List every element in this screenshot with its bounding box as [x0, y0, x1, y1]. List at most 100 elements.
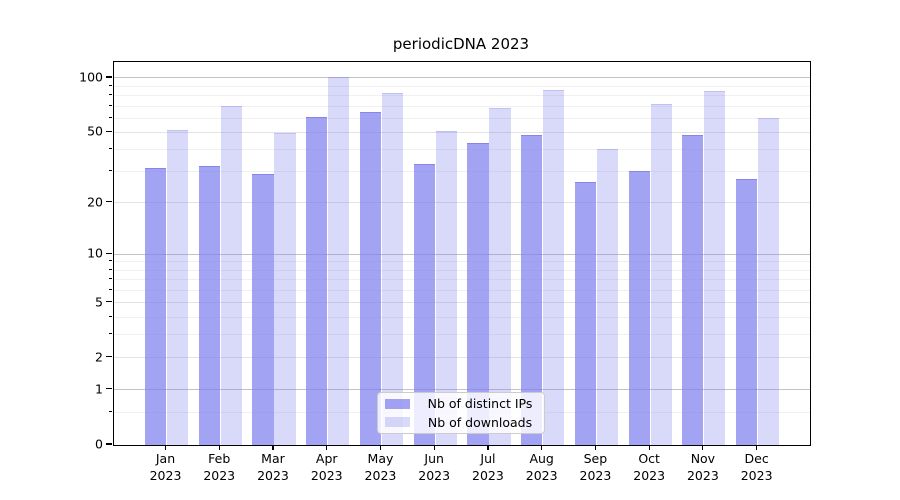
y-axis-minor-tick: [108, 170, 112, 172]
legend-item-downloads: Nb of downloads: [385, 415, 536, 431]
y-tick-label: 1: [95, 381, 103, 397]
y-tick-label: 2: [95, 349, 103, 365]
x-tick-label: Jan 2023: [149, 451, 182, 483]
bar-distinct-ips-jun-2023: [413, 163, 435, 445]
y-axis-minor-tick: [108, 84, 112, 86]
bar-distinct-ips-nov-2023: [682, 134, 704, 445]
x-axis-tick: [594, 445, 596, 450]
x-tick-label: Mar 2023: [257, 451, 289, 483]
gridline-minor: [114, 269, 810, 271]
bar-downloads-feb-2023: [220, 106, 242, 445]
x-axis-tick: [702, 445, 704, 450]
y-axis-minor-tick: [108, 94, 112, 96]
x-axis-tick: [756, 445, 758, 450]
y-axis-tick: [106, 356, 112, 358]
gridline-power-of-ten: [114, 77, 810, 79]
bar-downloads-may-2023: [381, 92, 404, 445]
gridline-minor: [114, 261, 810, 263]
x-axis-tick: [648, 445, 650, 450]
bar-distinct-ips-aug-2023: [521, 134, 543, 445]
bar-distinct-ips-may-2023: [359, 112, 382, 445]
y-axis-minor-tick: [108, 104, 112, 106]
plot-area: [113, 61, 811, 446]
legend-swatch-downloads: [385, 417, 410, 428]
y-tick-label: 50: [87, 123, 103, 139]
bar-downloads-jul-2023: [489, 108, 511, 445]
gridline-minor: [114, 149, 810, 151]
legend-label-distinct-ips: Nb of distinct IPs: [427, 396, 533, 412]
y-axis-minor-tick: [108, 260, 112, 262]
y-tick-label: 20: [87, 194, 103, 210]
y-tick-label: 100: [79, 69, 103, 85]
y-axis-minor-tick: [108, 411, 112, 413]
bar-downloads-aug-2023: [543, 89, 565, 445]
gridline-minor: [114, 171, 810, 173]
bar-downloads-oct-2023: [650, 103, 672, 445]
bar-distinct-ips-dec-2023: [736, 179, 758, 445]
x-axis-tick: [218, 445, 220, 450]
y-axis-tick: [106, 76, 112, 78]
x-axis-tick: [326, 445, 328, 450]
x-tick-label: May 2023: [364, 451, 397, 483]
bar-distinct-ips-jan-2023: [144, 168, 167, 445]
y-axis-minor-tick: [108, 333, 112, 335]
gridline-minor: [114, 334, 810, 336]
bar-distinct-ips-oct-2023: [628, 170, 650, 445]
y-tick-label: 5: [95, 294, 103, 310]
gridline-major: [114, 131, 810, 133]
y-tick-label: 0: [95, 436, 103, 452]
x-tick-label: Feb 2023: [203, 451, 236, 483]
y-axis-minor-tick: [108, 315, 112, 317]
bar-distinct-ips-mar-2023: [252, 173, 274, 445]
y-axis-tick: [106, 130, 112, 132]
bar-downloads-sep-2023: [596, 148, 618, 445]
x-axis-tick: [164, 445, 167, 450]
bar-distinct-ips-feb-2023: [198, 165, 220, 445]
bar-downloads-apr-2023: [328, 77, 350, 445]
gridline-minor: [114, 105, 810, 107]
gridline-minor: [114, 316, 810, 318]
x-tick-label: Sep 2023: [579, 451, 612, 483]
x-axis-tick: [541, 445, 543, 450]
x-tick-label: Dec 2023: [740, 451, 773, 483]
y-axis-minor-tick: [108, 116, 112, 118]
bar-distinct-ips-jul-2023: [467, 143, 489, 445]
x-tick-label: Nov 2023: [686, 451, 719, 483]
x-axis-tick: [487, 445, 489, 450]
gridline-minor: [114, 117, 810, 119]
y-axis-tick: [106, 388, 112, 390]
y-axis-minor-tick: [108, 278, 112, 280]
x-axis-tick: [272, 445, 274, 450]
y-axis-minor-tick: [108, 288, 112, 290]
gridline-major: [114, 302, 810, 304]
bar-distinct-ips-sep-2023: [574, 181, 596, 445]
y-tick-label: 10: [87, 245, 103, 261]
legend: Nb of distinct IPs Nb of downloads: [377, 392, 545, 434]
chart-title: periodicDNA 2023: [392, 35, 530, 53]
bar-downloads-jun-2023: [435, 131, 457, 445]
y-axis-tick: [106, 443, 112, 445]
bar-downloads-dec-2023: [758, 118, 780, 445]
legend-item-distinct-ips: Nb of distinct IPs: [385, 396, 536, 412]
gridline-minor: [114, 85, 810, 87]
bar-distinct-ips-apr-2023: [306, 117, 328, 445]
legend-label-downloads: Nb of downloads: [427, 414, 533, 430]
x-axis-tick: [379, 445, 382, 450]
gridline-major: [114, 202, 810, 204]
y-axis-tick: [106, 300, 112, 303]
x-tick-label: Jun 2023: [418, 451, 451, 483]
gridline-power-of-ten: [114, 389, 810, 391]
legend-swatch-distinct-ips: [385, 398, 410, 409]
gridline-minor: [114, 95, 810, 97]
x-tick-label: Aug 2023: [525, 451, 558, 483]
x-axis-tick: [433, 445, 435, 450]
bar-downloads-jan-2023: [166, 129, 189, 445]
y-axis-minor-tick: [108, 268, 112, 270]
gridline-minor: [114, 279, 810, 281]
gridline-power-of-ten: [114, 253, 810, 255]
gridline-minor: [114, 289, 810, 291]
x-tick-label: Apr 2023: [310, 451, 343, 483]
x-tick-label: Jul 2023: [472, 451, 504, 483]
bar-downloads-mar-2023: [274, 132, 296, 445]
